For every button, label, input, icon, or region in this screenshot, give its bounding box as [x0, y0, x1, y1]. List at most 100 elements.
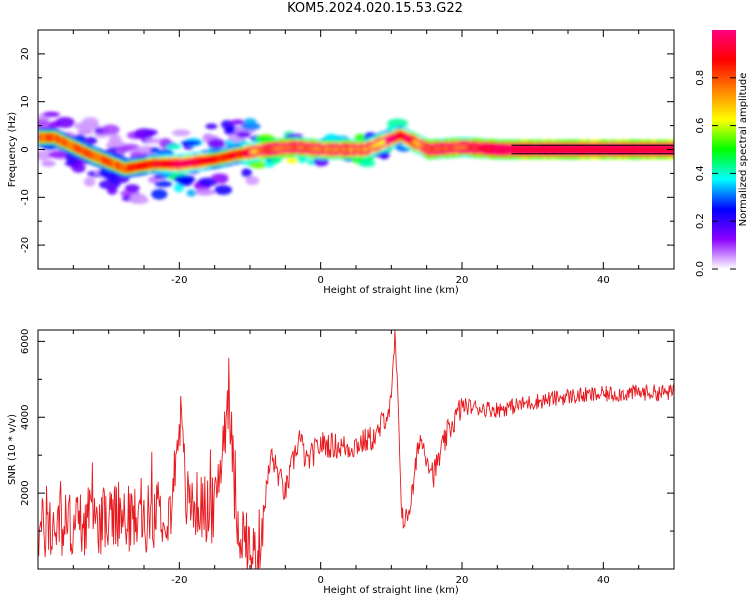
spectral-blob: [101, 124, 120, 135]
ridge-core: [423, 145, 428, 151]
ridge-core: [440, 146, 446, 151]
ridge-core: [479, 145, 484, 151]
snr-panel: -20 0 20 40 2000 4000 6000 Height of straight l…: [7, 329, 675, 596]
ridge-core: [447, 145, 453, 151]
spectral-blob: [241, 168, 253, 178]
spectral-blob: [211, 173, 229, 181]
spectral-blob: [214, 185, 233, 195]
spectral-blob: [207, 138, 226, 149]
spectral-blob: [286, 157, 300, 164]
ridge-core: [299, 145, 304, 151]
ridge-core: [476, 145, 481, 151]
snr-xtick-label: 40: [597, 575, 610, 586]
ridge-cell: [112, 159, 117, 170]
spectral-blob: [245, 175, 260, 186]
ridge-core: [295, 145, 301, 150]
ridge-core: [363, 147, 368, 152]
spectral-blob: [71, 163, 86, 173]
ridge-cell: [168, 159, 173, 169]
ridge-cell: [239, 148, 244, 159]
ridge-core: [504, 147, 509, 152]
spectral-blob: [313, 157, 329, 167]
spectral-blob: [121, 143, 140, 151]
ridge-cell: [405, 134, 410, 144]
ridge-cell: [158, 159, 163, 169]
spectral-blob: [42, 111, 60, 118]
ridge-core: [303, 145, 308, 151]
ridge-core: [419, 143, 424, 149]
ridge-core: [426, 147, 431, 152]
ridge-core: [454, 145, 460, 150]
ridge-core: [500, 147, 506, 152]
ridge-core: [341, 147, 347, 152]
ridge-core: [324, 147, 329, 152]
snr-frame: [37, 329, 675, 570]
ridge-cell: [55, 134, 60, 144]
colorbar-tick-label: 0.4: [695, 165, 706, 181]
spectral-blob: [236, 130, 251, 139]
ridge-cell: [129, 162, 135, 173]
ridge-core: [250, 149, 255, 155]
ridge-core: [310, 146, 315, 151]
spectral-blob: [151, 188, 168, 200]
spec-ytick-label: 10: [20, 95, 31, 108]
ridge-core: [285, 145, 290, 151]
colorbar-tick-label: 0.2: [695, 213, 706, 229]
spectral-blob: [165, 143, 182, 150]
ridge-cell: [384, 136, 389, 146]
snr-series-line: [38, 330, 674, 569]
ridge-cell: [674, 140, 678, 159]
ridge-core: [288, 145, 294, 150]
spec-xtick-label: 20: [456, 275, 469, 286]
ridge-cell: [200, 156, 205, 166]
ridge-core: [493, 146, 499, 152]
ridge-core: [253, 148, 258, 154]
snr-xtick-label: 20: [456, 575, 469, 586]
ridge-cell: [45, 132, 50, 143]
ridge-cell: [175, 159, 181, 169]
spec-ytick-label: -20: [20, 237, 31, 253]
ridge-cell: [182, 158, 188, 169]
spectral-blob: [180, 140, 201, 146]
ridge-core: [274, 146, 279, 151]
ridge-cell: [228, 151, 234, 161]
spec-ylabel: Frequency (Hz): [7, 112, 18, 188]
ridge-core: [306, 145, 311, 151]
ridge-cell: [179, 159, 184, 169]
spectral-blob: [195, 189, 216, 196]
ridge-core: [511, 146, 674, 153]
ridge-cell: [136, 161, 142, 171]
spectral-blob: [124, 184, 140, 193]
ridge-cell: [133, 162, 138, 172]
ridge-core: [257, 148, 262, 154]
spectral-blob: [205, 123, 218, 130]
ridge-core: [348, 147, 354, 152]
ridge-core: [497, 147, 502, 152]
ridge-core: [490, 146, 495, 152]
spectral-blob: [81, 117, 99, 128]
ridge-cell: [94, 152, 99, 162]
ridge-core: [433, 146, 438, 152]
ridge-cell: [41, 132, 46, 143]
ridge-cell: [98, 153, 103, 164]
spectral-blob: [41, 160, 56, 167]
spectral-blob: [129, 195, 149, 205]
spectral-blob: [143, 129, 158, 136]
ridge-cell: [207, 155, 212, 165]
ridge-cell: [154, 159, 159, 169]
spectral-blob: [48, 150, 69, 159]
ridge-cell: [221, 152, 226, 163]
snr-ytick-label: 6000: [20, 329, 31, 354]
ridge-cell: [387, 134, 393, 145]
ridge-cell: [108, 158, 113, 168]
spec-ytick-label: -10: [20, 189, 31, 205]
ridge-core: [430, 146, 435, 152]
ridge-cell: [147, 159, 152, 170]
ridge-core: [674, 147, 678, 152]
spec-xlabel: Height of straight line (km): [323, 285, 459, 296]
ridge-cell: [87, 149, 92, 160]
ridge-cell: [122, 163, 128, 174]
ridge-cell: [73, 142, 78, 153]
snr-ytick-label: 2000: [20, 480, 31, 505]
